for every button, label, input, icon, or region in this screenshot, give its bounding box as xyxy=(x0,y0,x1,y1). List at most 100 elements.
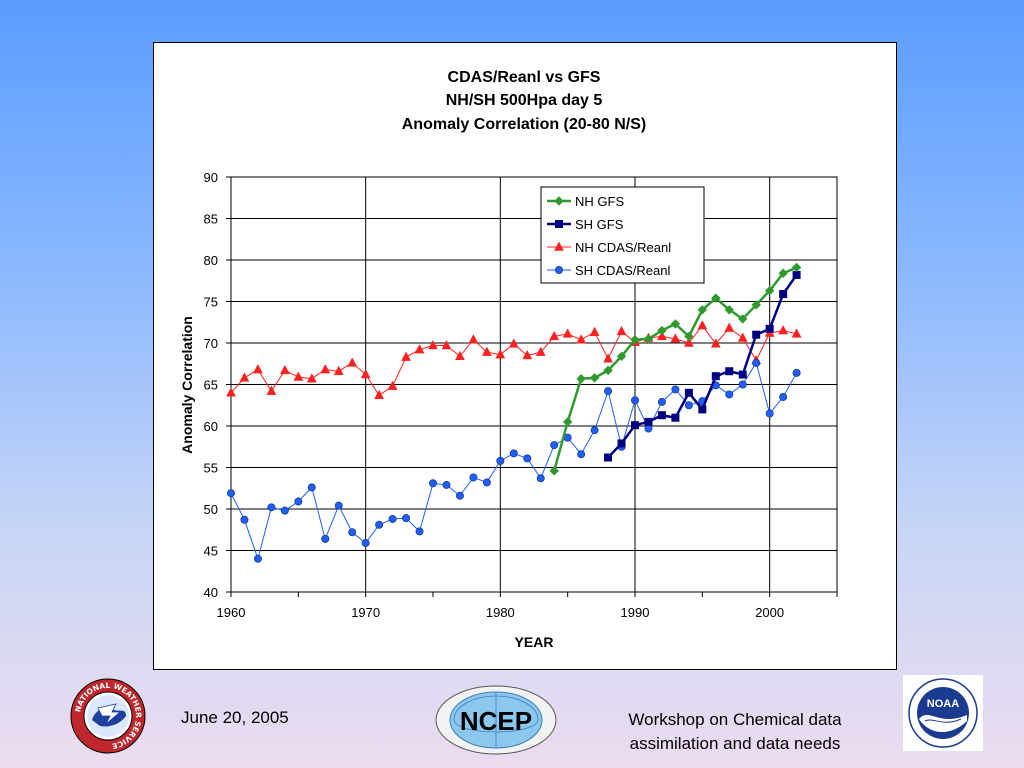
data-point-sh-cdas-reanl xyxy=(307,483,316,492)
data-point-nh-gfs xyxy=(738,314,748,324)
legend-marker xyxy=(555,220,563,228)
y-tick-label: 75 xyxy=(204,295,218,310)
data-point-sh-cdas-reanl xyxy=(455,491,464,500)
data-point-nh-cdas-reanl xyxy=(589,326,600,336)
data-point-nh-gfs xyxy=(764,286,775,296)
y-tick-label: 65 xyxy=(204,378,218,393)
data-point-sh-gfs xyxy=(617,439,626,448)
data-point-sh-gfs xyxy=(671,413,680,422)
data-point-sh-cdas-reanl xyxy=(469,473,478,482)
legend-label: SH GFS xyxy=(575,217,624,232)
ncep-logo: NCEP xyxy=(434,680,558,756)
noaa-logo: NOAA xyxy=(903,675,983,751)
data-point-sh-cdas-reanl xyxy=(765,409,774,418)
data-point-sh-cdas-reanl xyxy=(644,424,653,433)
data-point-nh-cdas-reanl xyxy=(562,328,573,338)
y-tick-label: 70 xyxy=(204,336,218,351)
data-point-nh-gfs xyxy=(778,268,788,278)
data-point-nh-gfs xyxy=(697,305,708,315)
chart-svg: CDAS/Reanl vs GFS NH/SH 500Hpa day 5 Ano… xyxy=(179,69,838,650)
data-point-nh-cdas-reanl xyxy=(710,338,721,348)
plot-frame xyxy=(230,176,838,593)
data-point-nh-gfs xyxy=(603,365,613,376)
data-point-nh-cdas-reanl xyxy=(293,371,304,381)
data-point-sh-cdas-reanl xyxy=(321,534,330,543)
data-point-sh-cdas-reanl xyxy=(536,474,545,483)
plot-area: 40 45 50 55 60 65 70 75 80 85 90 1960 1970 1980 1990 20… xyxy=(204,170,838,620)
chart-title-line-1: CDAS/Reanl vs GFS xyxy=(448,69,601,86)
data-point-sh-cdas-reanl xyxy=(523,454,532,463)
data-point-nh-cdas-reanl xyxy=(441,339,452,350)
data-point-nh-gfs xyxy=(684,331,694,342)
data-point-sh-cdas-reanl xyxy=(388,514,397,523)
nws-logo: NATIONAL WEATHER SERVICE xyxy=(70,678,146,754)
legend-marker xyxy=(554,265,563,274)
data-point-nh-cdas-reanl xyxy=(791,328,802,338)
data-point-nh-cdas-reanl xyxy=(737,332,748,342)
data-point-sh-cdas-reanl xyxy=(752,358,761,367)
data-point-nh-cdas-reanl xyxy=(576,334,587,344)
legend-label: NH CDAS/Reanl xyxy=(575,240,671,255)
data-point-sh-cdas-reanl xyxy=(577,450,586,459)
data-point-nh-cdas-reanl xyxy=(428,339,438,350)
data-point-sh-cdas-reanl xyxy=(671,385,680,394)
y-tick-label: 40 xyxy=(204,585,218,600)
data-point-sh-gfs xyxy=(792,270,801,279)
data-point-sh-cdas-reanl xyxy=(294,497,303,506)
data-point-nh-cdas-reanl xyxy=(535,346,546,356)
data-point-nh-cdas-reanl xyxy=(333,365,344,375)
data-point-sh-cdas-reanl xyxy=(227,489,236,498)
data-point-nh-cdas-reanl xyxy=(481,346,492,356)
data-point-nh-cdas-reanl xyxy=(657,330,667,341)
y-axis-label: Anomaly Correlation xyxy=(179,316,195,454)
data-point-sh-cdas-reanl xyxy=(738,380,747,389)
data-point-nh-gfs xyxy=(791,262,802,273)
footer-date: June 20, 2005 xyxy=(181,708,289,727)
data-point-sh-cdas-reanl xyxy=(509,449,518,458)
data-point-nh-cdas-reanl xyxy=(508,338,519,348)
data-point-sh-cdas-reanl xyxy=(604,387,613,396)
data-point-nh-cdas-reanl xyxy=(239,372,250,382)
x-tick-label: 1980 xyxy=(486,605,515,620)
noaa-logo-text: NOAA xyxy=(927,698,959,710)
data-point-sh-gfs xyxy=(657,411,666,420)
data-point-sh-cdas-reanl xyxy=(348,528,357,537)
data-point-nh-cdas-reanl xyxy=(670,333,681,343)
footer-event-line-2: assimilation and data needs xyxy=(629,734,841,753)
y-tick-label: 90 xyxy=(204,170,218,185)
data-point-nh-cdas-reanl xyxy=(279,364,290,375)
legend-label: NH GFS xyxy=(575,194,624,209)
data-point-nh-cdas-reanl xyxy=(374,389,385,400)
legend-label: SH CDAS/Reanl xyxy=(575,263,670,278)
data-point-nh-gfs xyxy=(751,300,761,310)
data-point-sh-cdas-reanl xyxy=(253,554,262,563)
data-point-nh-cdas-reanl xyxy=(522,349,533,360)
footer-event: Workshop on Chemical data assimilation a… xyxy=(590,708,880,756)
data-point-nh-gfs xyxy=(576,373,586,384)
x-axis-label: YEAR xyxy=(515,634,554,650)
data-point-nh-cdas-reanl xyxy=(387,380,398,390)
data-point-nh-cdas-reanl xyxy=(724,322,735,332)
data-point-nh-gfs xyxy=(589,373,600,383)
data-point-sh-gfs xyxy=(698,405,707,414)
data-point-nh-cdas-reanl xyxy=(226,387,236,397)
data-point-nh-cdas-reanl xyxy=(320,364,331,374)
legend-box xyxy=(540,186,705,284)
data-point-sh-gfs xyxy=(684,388,693,397)
x-tick-label: 2000 xyxy=(755,605,784,620)
data-point-nh-cdas-reanl xyxy=(616,325,627,336)
data-point-nh-cdas-reanl xyxy=(414,344,425,354)
data-point-sh-cdas-reanl xyxy=(550,441,559,450)
data-point-sh-cdas-reanl xyxy=(267,503,276,512)
data-point-sh-cdas-reanl xyxy=(482,478,491,487)
data-point-sh-cdas-reanl xyxy=(590,426,599,435)
data-point-nh-gfs xyxy=(657,325,667,336)
data-point-sh-gfs xyxy=(738,370,747,379)
data-point-sh-gfs xyxy=(631,421,639,430)
data-point-sh-cdas-reanl xyxy=(402,514,411,523)
data-point-nh-cdas-reanl xyxy=(603,353,613,363)
data-point-sh-gfs xyxy=(644,417,653,426)
data-point-sh-gfs xyxy=(765,324,774,333)
chart-panel: CDAS/Reanl vs GFS NH/SH 500Hpa day 5 Ano… xyxy=(153,42,897,670)
data-point-nh-gfs xyxy=(643,334,654,344)
